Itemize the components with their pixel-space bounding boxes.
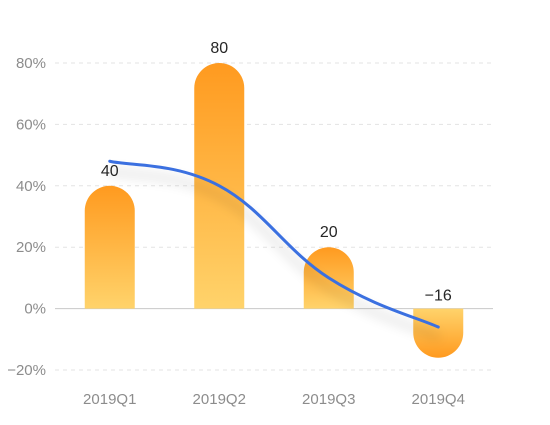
- data-label-2019Q1: 40: [101, 163, 119, 180]
- y-tick-label: 80%: [16, 55, 46, 72]
- data-label-2019Q2: 80: [210, 40, 228, 57]
- data-labels: 40 80 20 −16: [101, 40, 452, 305]
- y-tick-label: 60%: [16, 116, 46, 133]
- y-tick-label: 20%: [16, 239, 46, 256]
- y-axis-tick-labels: 80% 60% 40% 20% 0% −20%: [7, 55, 46, 379]
- y-tick-label: −20%: [7, 362, 46, 379]
- bar-2019Q4: [413, 308, 464, 358]
- bar-2019Q1: [84, 185, 135, 309]
- data-label-2019Q3: 20: [320, 224, 338, 241]
- data-label-2019Q4: −16: [425, 288, 452, 305]
- x-category-label: 2019Q4: [412, 391, 465, 408]
- y-tick-label: 0%: [24, 301, 46, 318]
- line-series: [108, 159, 440, 329]
- x-axis-category-labels: 2019Q1 2019Q2 2019Q3 2019Q4: [83, 391, 465, 408]
- y-tick-label: 40%: [16, 178, 46, 195]
- trend-line: [108, 159, 440, 329]
- x-category-label: 2019Q1: [83, 391, 136, 408]
- x-category-label: 2019Q3: [302, 391, 355, 408]
- x-category-label: 2019Q2: [193, 391, 246, 408]
